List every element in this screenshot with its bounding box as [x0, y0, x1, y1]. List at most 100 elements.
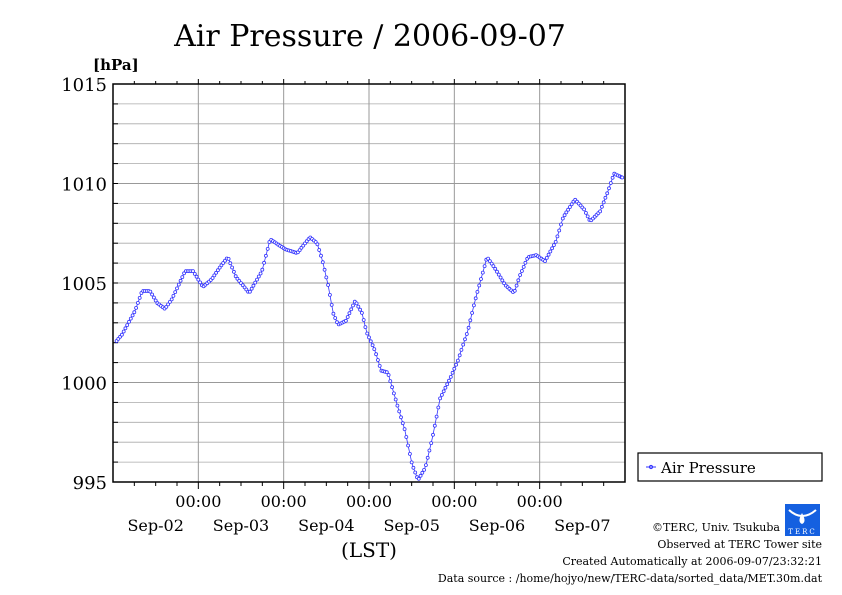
x-axis-label: (LST) [341, 538, 397, 562]
data-point [132, 310, 137, 315]
data-point [516, 278, 521, 283]
data-point [418, 473, 423, 478]
x-day-label: Sep-04 [298, 516, 354, 535]
data-point [134, 305, 139, 310]
data-point [470, 310, 475, 315]
data-point [230, 265, 235, 270]
data-point [603, 195, 608, 200]
data-point [443, 385, 448, 390]
data-point [176, 282, 181, 287]
data-point [452, 366, 457, 371]
data-point [500, 278, 505, 283]
data-point [461, 342, 466, 347]
data-point [137, 295, 142, 300]
data-point [553, 239, 558, 244]
data-point [585, 214, 590, 219]
data-point [459, 347, 464, 352]
data-point [598, 209, 602, 214]
data-point [249, 286, 254, 291]
data-point [397, 409, 402, 414]
data-point [521, 264, 526, 269]
x-day-label: Sep-02 [127, 516, 183, 535]
data-point [370, 343, 375, 348]
data-point [552, 243, 556, 248]
data-point [482, 264, 487, 269]
data-point [620, 175, 625, 180]
data-point [420, 470, 425, 475]
data-point [384, 370, 389, 375]
data-point [400, 421, 405, 426]
data-point [436, 405, 441, 410]
x-day-label: Sep-05 [383, 516, 439, 535]
data-point [566, 207, 570, 212]
data-point [498, 275, 503, 280]
data-point [178, 278, 183, 283]
data-point [491, 264, 496, 269]
x-time-label: 00:00 [261, 492, 307, 511]
data-point [487, 259, 492, 264]
data-point [493, 266, 498, 271]
data-point [359, 310, 364, 315]
data-point [175, 286, 179, 291]
data-point [343, 318, 348, 323]
data-point [354, 301, 359, 306]
logo-text: TERC [788, 528, 816, 536]
data-point [347, 311, 352, 316]
data-point [251, 283, 256, 288]
data-point [448, 374, 453, 379]
y-tick-label: 1010 [61, 175, 107, 196]
data-point [130, 313, 135, 318]
data-point [496, 272, 501, 277]
data-point [407, 451, 412, 456]
data-point [610, 175, 615, 180]
data-point [324, 275, 329, 280]
data-point [262, 260, 267, 265]
data-point [395, 403, 400, 408]
plot-frame [112, 83, 626, 483]
data-point [416, 476, 421, 481]
data-point [463, 337, 467, 342]
data-point [148, 289, 153, 294]
data-point [555, 234, 560, 239]
data-point [228, 261, 233, 266]
data-point [125, 323, 130, 328]
data-point [317, 248, 322, 252]
data-point [255, 277, 259, 282]
data-point [194, 274, 199, 279]
data-point [471, 303, 476, 308]
data-point [402, 427, 407, 432]
data-source: Data source : /home/hojyo/new/TERC-data/… [438, 572, 823, 585]
legend-label: Air Pressure [660, 459, 756, 477]
data-point [331, 311, 336, 316]
data-point [256, 274, 261, 279]
data-point [600, 204, 604, 209]
data-point [406, 443, 411, 448]
data-point [391, 391, 396, 396]
data-point [333, 316, 338, 320]
data-point [569, 202, 574, 207]
data-point [356, 304, 361, 309]
data-point [368, 339, 373, 344]
data-point [253, 280, 258, 285]
x-time-label: 00:00 [346, 492, 392, 511]
data-point [121, 329, 126, 334]
x-day-label: Sep-07 [554, 516, 610, 535]
data-point [445, 382, 450, 387]
data-point [351, 303, 355, 308]
y-tick-label: 1000 [61, 374, 107, 395]
data-point [345, 315, 350, 319]
data-point [361, 318, 366, 322]
data-point [464, 332, 469, 336]
x-time-label: 00:00 [175, 492, 221, 511]
data-point [191, 269, 195, 274]
data-point [367, 335, 371, 340]
data-point [212, 273, 217, 278]
data-point [607, 186, 611, 191]
terc-logo: TERC [785, 504, 820, 536]
data-point [315, 242, 320, 247]
data-point [425, 455, 430, 460]
data-point [512, 288, 517, 293]
data-point [523, 260, 528, 265]
y-axis-unit: [hPa] [93, 56, 139, 74]
data-point [550, 246, 554, 251]
